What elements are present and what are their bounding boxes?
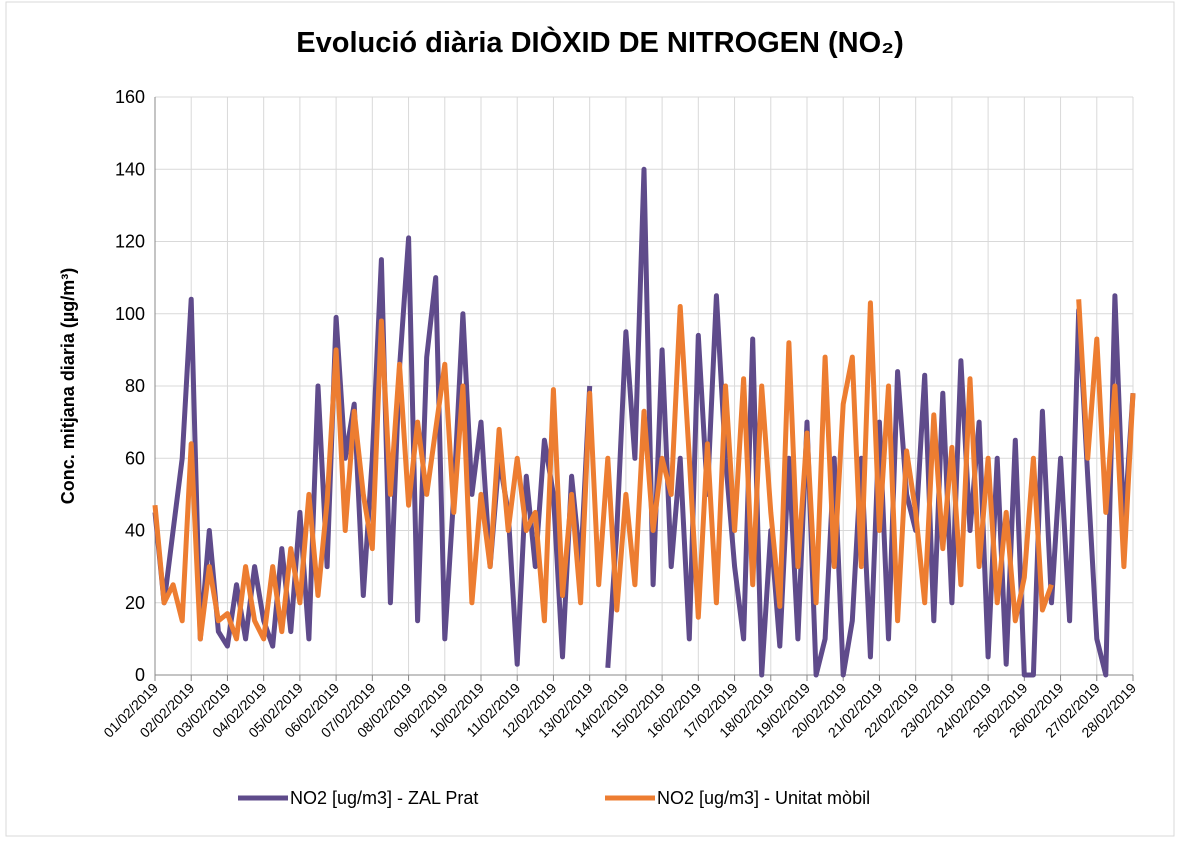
legend-label: NO2 [ug/m3] - ZAL Prat: [290, 788, 478, 808]
y-axis-label: Conc. mitjana diaria (µg/m³): [58, 268, 78, 504]
y-tick-label: 140: [115, 159, 145, 179]
y-tick-label: 100: [115, 304, 145, 324]
legend-label: NO2 [ug/m3] - Unitat mòbil: [657, 788, 870, 808]
data-line: [152, 166, 1136, 678]
y-tick-label: 60: [125, 448, 145, 468]
y-tick-label: 160: [115, 87, 145, 107]
y-tick-label: 80: [125, 376, 145, 396]
data-line: [152, 299, 1136, 642]
y-tick-label: 120: [115, 232, 145, 252]
y-tick-label: 0: [135, 665, 145, 685]
y-tick-label: 20: [125, 593, 145, 613]
chart-title: Evolució diària DIÒXID DE NITROGEN (NO₂): [296, 25, 903, 59]
y-tick-label: 40: [125, 521, 145, 541]
